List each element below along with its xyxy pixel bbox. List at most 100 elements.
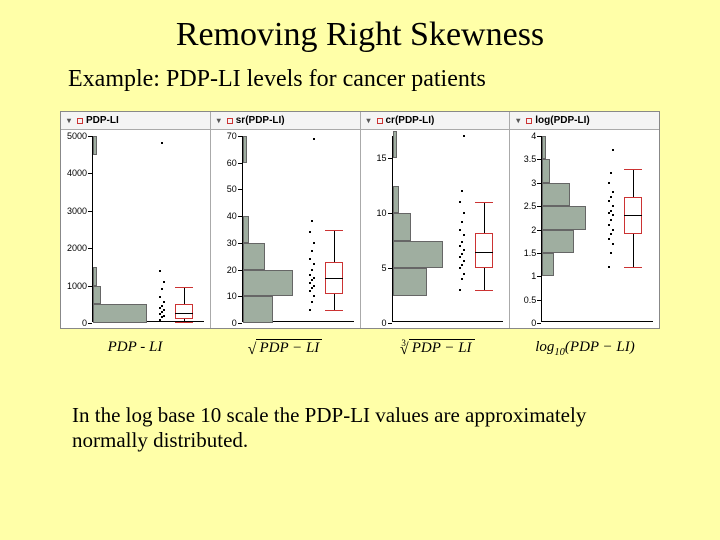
- data-point: [313, 138, 315, 140]
- data-point: [313, 285, 315, 287]
- chart-panel-log: ▾log(PDP-LI)00.511.522.533.54: [510, 112, 659, 328]
- y-tick: 1: [531, 271, 536, 281]
- data-point: [610, 196, 612, 198]
- data-point: [313, 242, 315, 244]
- hist-bar: [542, 136, 546, 159]
- data-point: [163, 315, 165, 317]
- histogram: [542, 136, 598, 321]
- data-point: [161, 311, 163, 313]
- data-point: [608, 266, 610, 268]
- hist-bar: [542, 206, 586, 229]
- y-tick: 3000: [67, 206, 87, 216]
- y-tick: 2.5: [524, 201, 537, 211]
- disclosure-icon[interactable]: ▾: [364, 116, 374, 126]
- data-point: [459, 267, 461, 269]
- data-point: [161, 305, 163, 307]
- hist-bar: [393, 241, 443, 269]
- y-tick: 15: [376, 153, 386, 163]
- data-point: [309, 282, 311, 284]
- hist-bar: [93, 304, 147, 323]
- y-tick: 0: [381, 318, 386, 328]
- hist-bar: [93, 286, 101, 305]
- data-point: [608, 212, 610, 214]
- data-point: [311, 250, 313, 252]
- data-point: [461, 253, 463, 255]
- data-point: [463, 260, 465, 262]
- data-point: [159, 313, 161, 315]
- boxplot-strip: [455, 136, 495, 321]
- panel-header[interactable]: ▾ log(PDP-LI): [510, 112, 659, 130]
- hist-bar: [243, 270, 293, 297]
- data-point: [309, 258, 311, 260]
- formula-raw: PDP - LI: [60, 339, 210, 367]
- y-tick: 3.5: [524, 154, 537, 164]
- data-point: [612, 243, 614, 245]
- conclusion-text: In the log base 10 scale the PDP-LI valu…: [0, 367, 720, 453]
- panel-title: log(PDP-LI): [535, 115, 589, 126]
- hist-bar: [93, 267, 97, 286]
- data-point: [608, 238, 610, 240]
- data-point: [311, 269, 313, 271]
- data-point: [463, 273, 465, 275]
- panel-header[interactable]: ▾cr(PDP-LI): [361, 112, 510, 130]
- y-tick: 2: [531, 225, 536, 235]
- panel-header[interactable]: ▾sr(PDP-LI): [211, 112, 360, 130]
- y-tick: 10: [227, 291, 237, 301]
- y-tick: 5: [381, 263, 386, 273]
- y-tick: 30: [227, 238, 237, 248]
- y-tick: 0: [531, 318, 536, 328]
- hist-bar: [393, 268, 427, 296]
- chart-panel-raw: ▾PDP-LI010002000300040005000: [61, 112, 211, 328]
- data-point: [608, 224, 610, 226]
- histogram: [243, 136, 299, 321]
- data-point: [463, 249, 465, 251]
- data-point: [459, 256, 461, 258]
- disclosure-icon[interactable]: ▾: [214, 116, 224, 126]
- chart-panel-sqrt: ▾sr(PDP-LI)010203040506070: [211, 112, 361, 328]
- hist-bar: [542, 253, 554, 276]
- chart-panel-cbrt: ▾cr(PDP-LI) 0 5 10 15: [361, 112, 511, 328]
- plot-area: 0 5 10 15: [361, 130, 510, 328]
- data-point: [463, 234, 465, 236]
- hist-bar: [542, 159, 550, 182]
- data-point: [459, 245, 461, 247]
- y-tick: 0: [82, 318, 87, 328]
- y-tick: 40: [227, 211, 237, 221]
- histogram: [93, 136, 149, 321]
- plot-area: 010002000300040005000: [61, 130, 210, 328]
- data-point: [311, 279, 313, 281]
- data-point: [463, 212, 465, 214]
- data-point: [612, 214, 614, 216]
- data-point: [309, 290, 311, 292]
- y-axis: 010203040506070: [211, 136, 247, 322]
- y-axis: 010002000300040005000: [61, 136, 97, 322]
- y-tick: 3: [531, 178, 536, 188]
- boxplot-strip: [604, 136, 644, 321]
- data-point: [612, 149, 614, 151]
- data-point: [459, 289, 461, 291]
- hist-bar: [243, 243, 265, 270]
- y-tick: 4000: [67, 168, 87, 178]
- histogram: [393, 136, 449, 321]
- y-tick: 70: [227, 131, 237, 141]
- slide-subtitle: Example: PDP-LI levels for cancer patien…: [0, 66, 720, 111]
- data-point: [159, 307, 161, 309]
- disclosure-icon[interactable]: ▾: [513, 116, 523, 126]
- data-point: [163, 301, 165, 303]
- y-tick: 10: [376, 208, 386, 218]
- disclosure-icon[interactable]: ▾: [64, 116, 74, 126]
- marker-icon[interactable]: [77, 118, 83, 124]
- y-tick: 5000: [67, 131, 87, 141]
- data-point: [612, 205, 614, 207]
- slide-title: Removing Right Skewness: [0, 0, 720, 66]
- plot-area: 010203040506070: [211, 130, 360, 328]
- marker-icon[interactable]: [227, 118, 233, 124]
- y-axis: 00.511.522.533.54: [510, 136, 546, 322]
- marker-icon[interactable]: [526, 118, 532, 124]
- marker-icon[interactable]: [377, 118, 383, 124]
- data-point: [309, 309, 311, 311]
- data-point: [608, 200, 610, 202]
- panel-header[interactable]: ▾PDP-LI: [61, 112, 210, 130]
- data-point: [159, 296, 161, 298]
- data-point: [612, 191, 614, 193]
